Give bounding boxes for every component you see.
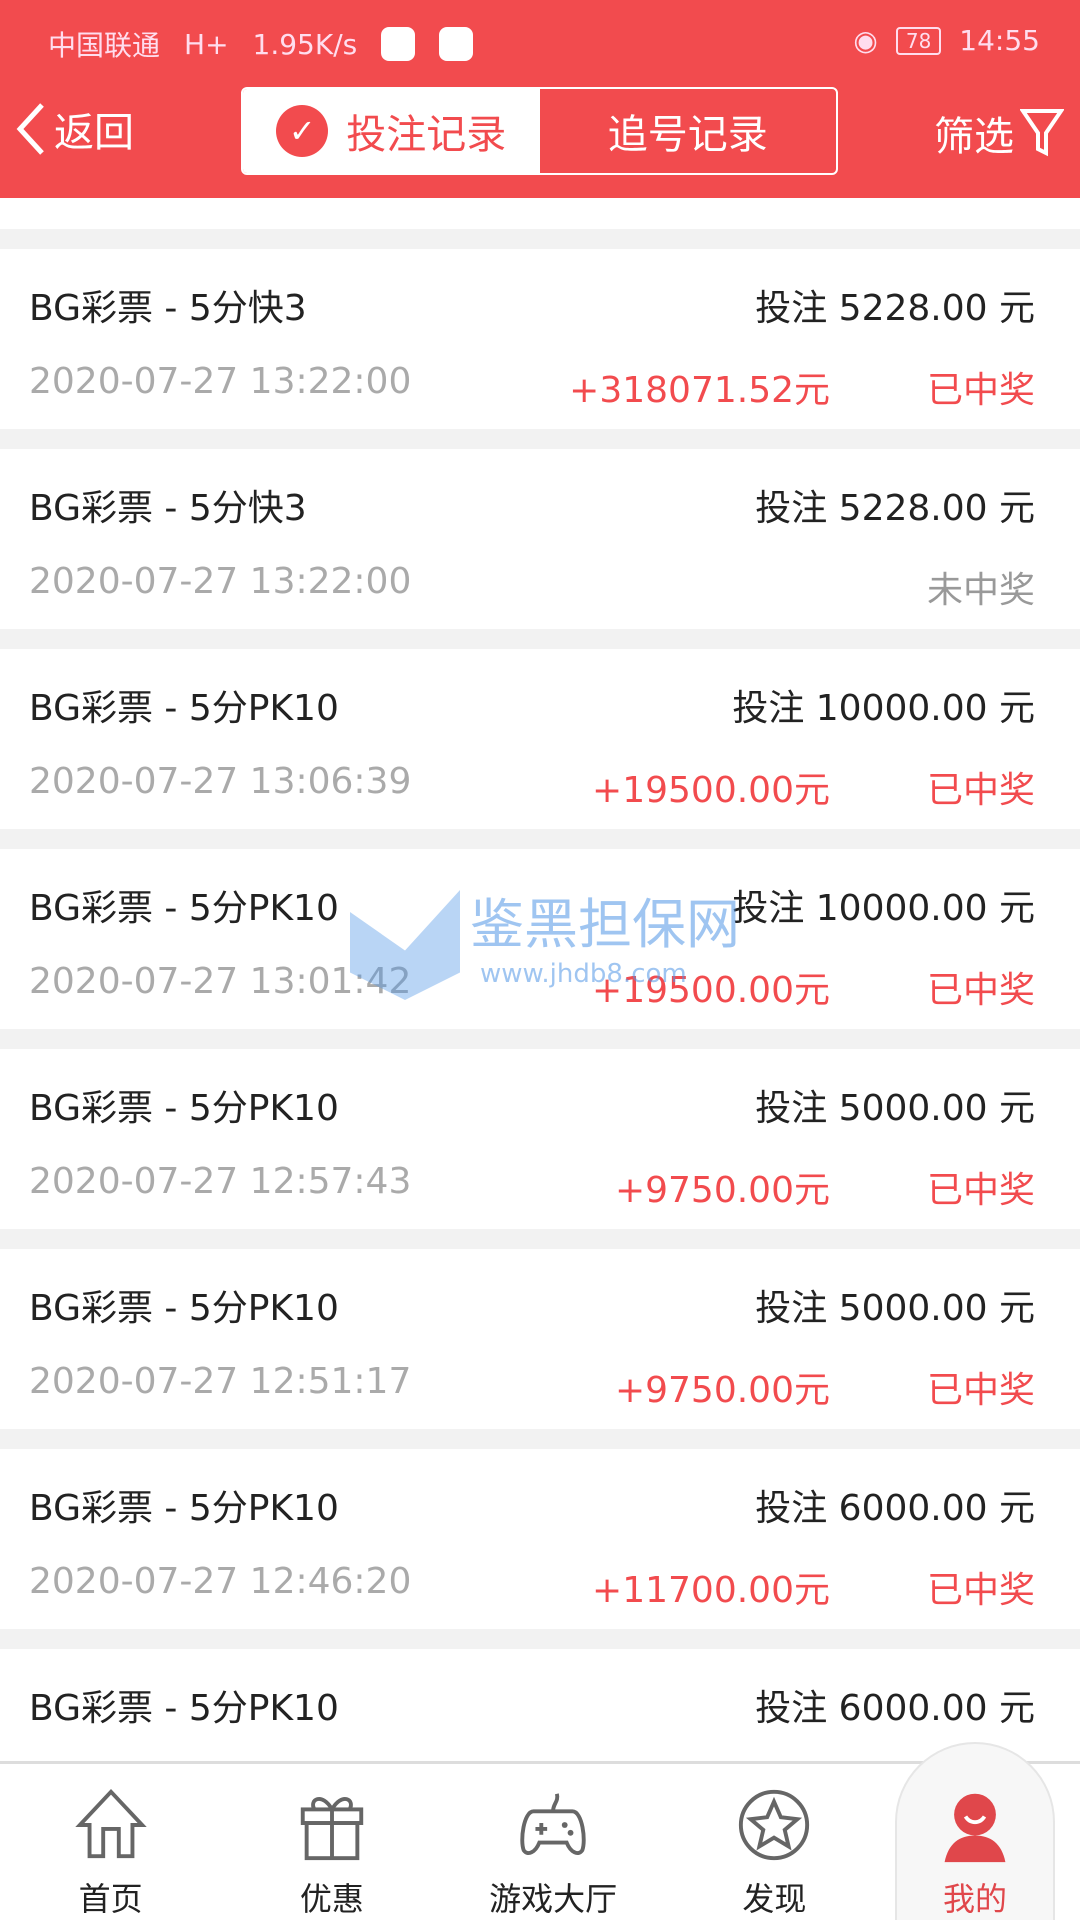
back-label: 返回 bbox=[54, 110, 134, 156]
record-stake: 投注 6000.00 元 bbox=[755, 1488, 1035, 1529]
header: 中国联通 H+ 1.95K/s ◉ 78 14:55 返回 ✓ 投注记录 追号记录 筛选 bbox=[0, 0, 1080, 198]
record-time: 2020-07-27 12:57:43 bbox=[29, 1161, 412, 1202]
record-stake: 投注 5228.00 元 bbox=[755, 488, 1035, 529]
record-winnings: +11700.00元 bbox=[592, 1570, 830, 1611]
app-notification-icon bbox=[381, 27, 416, 61]
battery: 78 bbox=[895, 26, 942, 55]
record-stake: 投注 5000.00 元 bbox=[755, 1288, 1035, 1329]
record-status: 已中奖 bbox=[926, 1370, 1035, 1411]
record-time: 2020-07-27 12:46:20 bbox=[29, 1561, 412, 1602]
record-title: BG彩票 - 5分PK10 bbox=[29, 688, 339, 729]
record-title: BG彩票 - 5分PK10 bbox=[29, 1488, 339, 1529]
record-status: 已中奖 bbox=[926, 1170, 1035, 1211]
record-row[interactable]: BG彩票 - 5分快3 投注 5228.00 元 2020-07-27 13:2… bbox=[0, 249, 1080, 429]
record-stake: 投注 6000.00 元 bbox=[755, 1688, 1035, 1729]
record-time: 2020-07-27 13:06:39 bbox=[29, 761, 412, 802]
record-row[interactable]: BG彩票 - 5分PK10 投注 10000.00 元 2020-07-27 1… bbox=[0, 649, 1080, 829]
record-list: BG彩票 - 5分快3 投注 5228.00 元 2020-07-27 13:2… bbox=[0, 249, 1080, 1849]
record-row[interactable]: BG彩票 - 5分PK10 投注 5000.00 元 2020-07-27 12… bbox=[0, 1049, 1080, 1229]
record-status: 已中奖 bbox=[926, 370, 1035, 411]
gamepad-icon bbox=[520, 1793, 586, 1855]
record-title: BG彩票 - 5分PK10 bbox=[29, 1688, 339, 1729]
record-stake: 投注 10000.00 元 bbox=[732, 688, 1035, 729]
record-time: 2020-07-27 13:22:00 bbox=[29, 361, 412, 402]
record-title: BG彩票 - 5分PK10 bbox=[29, 1088, 339, 1129]
record-stake: 投注 5000.00 元 bbox=[755, 1088, 1035, 1129]
filter-label: 筛选 bbox=[934, 114, 1014, 160]
funnel-icon bbox=[1020, 109, 1064, 157]
tab-chase-records[interactable]: 追号记录 bbox=[540, 89, 837, 173]
partial-record bbox=[0, 198, 1080, 229]
nav-mine[interactable]: 我的 bbox=[895, 1742, 1055, 1920]
clock: 14:55 bbox=[959, 24, 1040, 57]
nav-promotions[interactable]: 优惠 bbox=[221, 1764, 442, 1920]
back-button[interactable]: 返回 bbox=[14, 100, 134, 158]
record-time: 2020-07-27 13:01:42 bbox=[29, 961, 412, 1002]
record-status: 已中奖 bbox=[926, 970, 1035, 1011]
filter-button[interactable]: 筛选 bbox=[934, 104, 1064, 162]
record-title: BG彩票 - 5分快3 bbox=[29, 288, 307, 329]
record-stake: 投注 10000.00 元 bbox=[732, 888, 1035, 929]
record-row[interactable]: BG彩票 - 5分快3 投注 5228.00 元 2020-07-27 13:2… bbox=[0, 449, 1080, 629]
record-title: BG彩票 - 5分快3 bbox=[29, 488, 307, 529]
tab-label: 投注记录 bbox=[346, 112, 507, 158]
user-icon bbox=[944, 1793, 1006, 1863]
chevron-left-icon bbox=[16, 103, 44, 155]
nav-discover[interactable]: 发现 bbox=[664, 1764, 885, 1920]
eye-icon: ◉ bbox=[853, 24, 878, 57]
record-time: 2020-07-27 12:51:17 bbox=[29, 1361, 412, 1402]
record-winnings: +9750.00元 bbox=[614, 1170, 830, 1211]
tab-label: 追号记录 bbox=[607, 112, 768, 158]
record-tabs: ✓ 投注记录 追号记录 bbox=[241, 87, 838, 175]
record-stake: 投注 5228.00 元 bbox=[755, 288, 1035, 329]
net-speed: 1.95K/s bbox=[252, 27, 358, 61]
record-time: 2020-07-27 13:22:00 bbox=[29, 561, 412, 602]
nav-label: 游戏大厅 bbox=[489, 1880, 618, 1918]
record-row[interactable]: BG彩票 - 5分PK10 投注 5000.00 元 2020-07-27 12… bbox=[0, 1249, 1080, 1429]
nav-game-lobby[interactable]: 游戏大厅 bbox=[443, 1764, 664, 1920]
nav-label: 我的 bbox=[942, 1880, 1007, 1918]
carrier: 中国联通 bbox=[48, 29, 161, 62]
record-winnings: +9750.00元 bbox=[614, 1370, 830, 1411]
nav-label: 优惠 bbox=[299, 1880, 364, 1918]
status-bar: 中国联通 H+ 1.95K/s ◉ 78 14:55 bbox=[0, 0, 1080, 80]
record-row[interactable]: BG彩票 - 5分PK10 投注 10000.00 元 2020-07-27 1… bbox=[0, 849, 1080, 1029]
nav-label: 发现 bbox=[742, 1880, 807, 1918]
home-icon bbox=[74, 1789, 147, 1859]
app-notification-icon bbox=[439, 27, 474, 61]
gift-icon bbox=[300, 1797, 364, 1861]
tab-bet-records[interactable]: ✓ 投注记录 bbox=[243, 89, 540, 173]
bottom-nav: 首页 优惠 游戏大厅 发现 我的 bbox=[0, 1742, 1080, 1920]
nav-label: 首页 bbox=[78, 1880, 143, 1918]
record-row[interactable]: BG彩票 - 5分PK10 投注 6000.00 元 2020-07-27 12… bbox=[0, 1449, 1080, 1629]
record-title: BG彩票 - 5分PK10 bbox=[29, 888, 339, 929]
record-winnings: +19500.00元 bbox=[592, 770, 830, 811]
nav-home[interactable]: 首页 bbox=[0, 1764, 221, 1920]
record-winnings: +318071.52元 bbox=[569, 370, 830, 411]
record-status: 未中奖 bbox=[926, 570, 1035, 611]
record-status: 已中奖 bbox=[926, 1570, 1035, 1611]
network-type: H+ bbox=[184, 27, 229, 61]
record-winnings: +19500.00元 bbox=[592, 970, 830, 1011]
check-icon: ✓ bbox=[276, 105, 329, 157]
star-icon bbox=[739, 1789, 810, 1861]
record-status: 已中奖 bbox=[926, 770, 1035, 811]
record-title: BG彩票 - 5分PK10 bbox=[29, 1288, 339, 1329]
